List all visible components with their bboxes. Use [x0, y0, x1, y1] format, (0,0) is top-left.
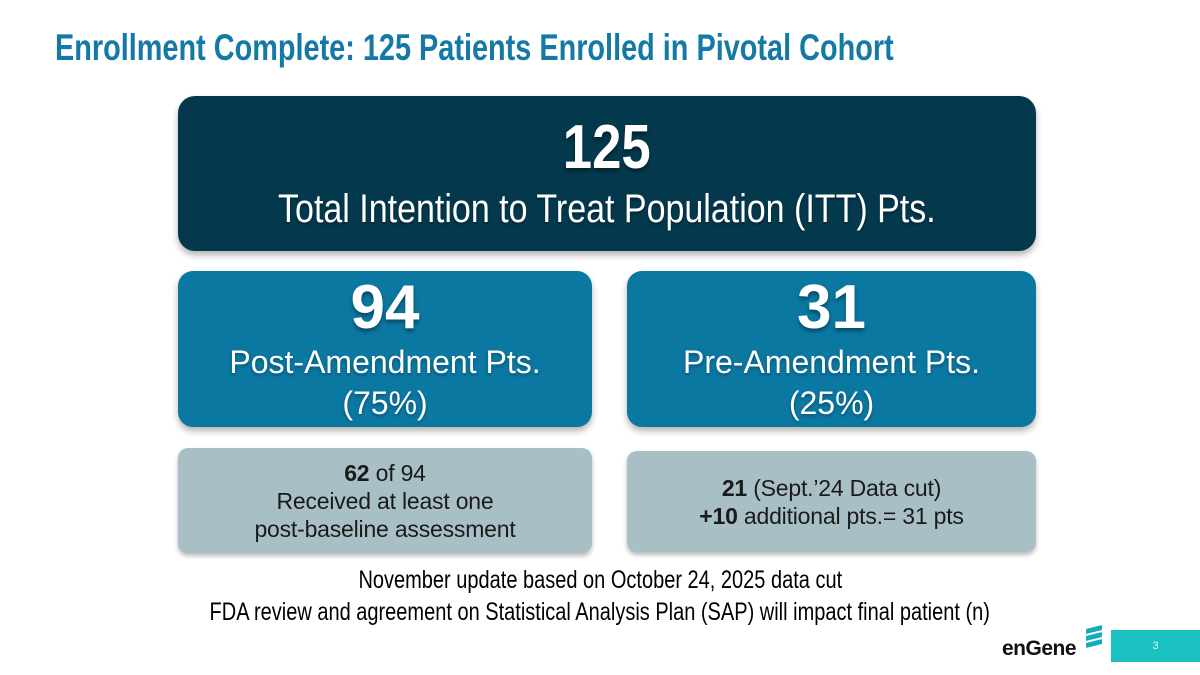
engene-layers-icon: [1086, 625, 1102, 648]
note-bold-value: 62: [344, 459, 370, 486]
page-number: 3: [1152, 640, 1159, 652]
note-line: post-baseline assessment: [254, 515, 516, 542]
post-amendment-box: 94 Post-Amendment Pts. (75%): [178, 271, 592, 427]
note-rest-text: (Sept.’24 Data cut): [747, 474, 942, 501]
post-amendment-note-box: 62 of 94 Received at least one post-base…: [178, 448, 592, 553]
page-title-text: Enrollment Complete: 125 Patients Enroll…: [55, 27, 894, 68]
pre-amendment-note-box: 21 (Sept.’24 Data cut) +10 additional pt…: [627, 451, 1036, 552]
page-number-bar: 3: [1111, 630, 1200, 662]
note-line: 62 of 94: [344, 459, 426, 487]
itt-total-box: 125 Total Intention to Treat Population …: [178, 96, 1036, 251]
post-amendment-label: Post-Amendment Pts.: [229, 343, 541, 380]
note-line: +10 additional pts.= 31 pts: [699, 502, 964, 530]
itt-total-label-line: Total Intention to Treat Population (ITT…: [178, 187, 1036, 231]
itt-total-value-line: 125: [178, 112, 1036, 182]
note-line: 21 (Sept.’24 Data cut): [721, 474, 942, 502]
footer-notes: November update based on October 24, 202…: [0, 566, 1200, 630]
pre-amendment-label: Pre-Amendment Pts.: [683, 343, 980, 380]
post-amendment-percent: (75%): [342, 384, 428, 421]
itt-total-label: Total Intention to Treat Population (ITT…: [278, 186, 936, 231]
note-rest-text: additional pts.= 31 pts: [737, 502, 964, 529]
note-bold-value: 21: [721, 474, 748, 501]
pre-amendment-percent: (25%): [788, 384, 875, 421]
footer-line-1-wrap: November update based on October 24, 202…: [0, 566, 1200, 598]
note-bold-value: +10: [699, 502, 738, 529]
footer-line-1: November update based on October 24, 202…: [358, 566, 842, 594]
pre-amendment-value: 31: [797, 273, 866, 343]
pre-amendment-box: 31 Pre-Amendment Pts. (25%): [627, 271, 1036, 427]
note-line: Received at least one: [276, 487, 494, 514]
post-amendment-value: 94: [350, 273, 420, 343]
itt-total-value: 125: [563, 112, 651, 182]
page-title: Enrollment Complete: 125 Patients Enroll…: [55, 27, 1130, 69]
note-rest-text: of 94: [369, 459, 426, 486]
footer-line-2: FDA review and agreement on Statistical …: [209, 598, 991, 626]
engene-wordmark: enGene: [1002, 637, 1077, 660]
footer-line-2-wrap: FDA review and agreement on Statistical …: [0, 598, 1200, 630]
